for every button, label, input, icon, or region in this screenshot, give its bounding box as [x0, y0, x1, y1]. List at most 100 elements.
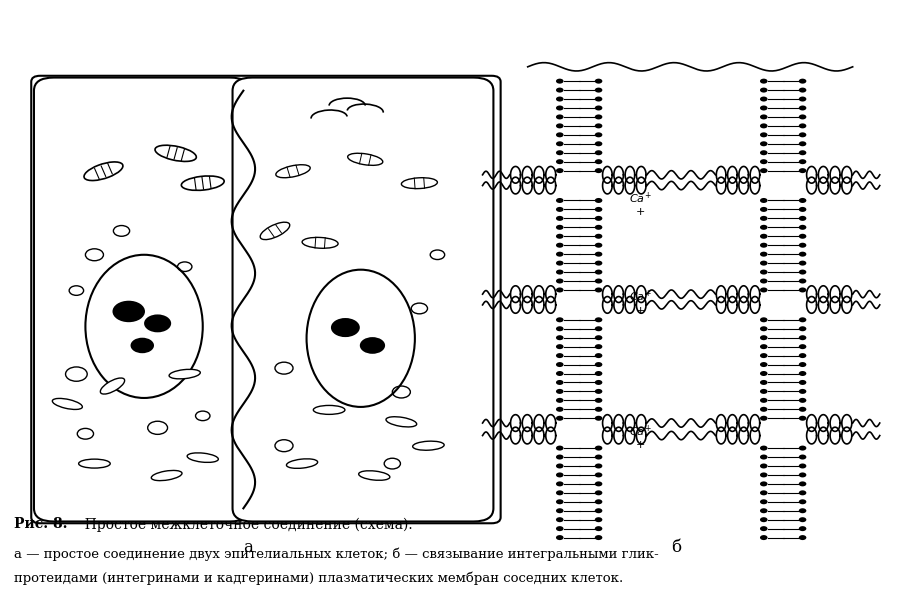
Circle shape — [760, 517, 768, 522]
Circle shape — [595, 243, 602, 247]
Circle shape — [760, 445, 768, 451]
Circle shape — [760, 380, 768, 385]
Text: $Ca^{+}$
+: $Ca^{+}$ + — [630, 289, 652, 316]
Circle shape — [799, 362, 806, 367]
Circle shape — [595, 508, 602, 513]
Circle shape — [799, 234, 806, 239]
Circle shape — [760, 287, 768, 292]
Ellipse shape — [100, 378, 125, 394]
Circle shape — [556, 159, 564, 164]
Circle shape — [799, 490, 806, 495]
Circle shape — [760, 150, 768, 155]
Circle shape — [760, 499, 768, 505]
Circle shape — [595, 287, 602, 292]
Ellipse shape — [359, 471, 390, 480]
Circle shape — [595, 150, 602, 155]
Circle shape — [556, 398, 564, 403]
Circle shape — [760, 362, 768, 367]
Circle shape — [595, 97, 602, 102]
Ellipse shape — [413, 441, 445, 450]
Circle shape — [556, 132, 564, 137]
Ellipse shape — [348, 153, 383, 165]
Circle shape — [556, 344, 564, 349]
Circle shape — [799, 114, 806, 119]
Circle shape — [799, 517, 806, 522]
Circle shape — [556, 88, 564, 93]
Circle shape — [556, 216, 564, 221]
Circle shape — [595, 88, 602, 93]
Circle shape — [556, 97, 564, 102]
Circle shape — [760, 79, 768, 83]
Circle shape — [556, 454, 564, 460]
Circle shape — [760, 353, 768, 358]
Ellipse shape — [151, 471, 182, 480]
Circle shape — [556, 463, 564, 468]
Circle shape — [799, 463, 806, 468]
Circle shape — [595, 389, 602, 394]
Circle shape — [556, 114, 564, 119]
Ellipse shape — [52, 399, 82, 410]
Circle shape — [799, 482, 806, 486]
Circle shape — [595, 407, 602, 412]
Circle shape — [556, 416, 564, 420]
Ellipse shape — [78, 459, 110, 468]
Circle shape — [595, 198, 602, 203]
Circle shape — [595, 317, 602, 322]
Circle shape — [595, 526, 602, 531]
Circle shape — [595, 326, 602, 332]
Circle shape — [556, 207, 564, 212]
Circle shape — [595, 398, 602, 403]
Circle shape — [556, 380, 564, 385]
Circle shape — [760, 123, 768, 128]
Ellipse shape — [187, 453, 219, 462]
Circle shape — [799, 508, 806, 513]
Circle shape — [799, 79, 806, 83]
Circle shape — [556, 526, 564, 531]
Circle shape — [595, 114, 602, 119]
Circle shape — [760, 482, 768, 486]
FancyBboxPatch shape — [31, 76, 501, 523]
Circle shape — [760, 389, 768, 394]
Circle shape — [331, 318, 360, 337]
Circle shape — [760, 407, 768, 412]
Circle shape — [595, 482, 602, 486]
Circle shape — [799, 159, 806, 164]
Text: а: а — [243, 538, 253, 555]
Circle shape — [799, 198, 806, 203]
Circle shape — [556, 517, 564, 522]
Ellipse shape — [386, 417, 416, 427]
Circle shape — [595, 123, 602, 128]
Circle shape — [799, 97, 806, 102]
Circle shape — [556, 362, 564, 367]
Circle shape — [595, 142, 602, 146]
Circle shape — [595, 353, 602, 358]
Ellipse shape — [313, 405, 345, 414]
Ellipse shape — [84, 162, 123, 180]
Circle shape — [799, 407, 806, 412]
Text: $Ca^{+}$
+: $Ca^{+}$ + — [630, 424, 652, 450]
Circle shape — [595, 473, 602, 477]
Circle shape — [595, 362, 602, 367]
Circle shape — [556, 225, 564, 230]
Circle shape — [760, 168, 768, 173]
Circle shape — [556, 198, 564, 203]
Circle shape — [595, 207, 602, 212]
Circle shape — [760, 398, 768, 403]
Ellipse shape — [169, 369, 200, 379]
Circle shape — [799, 225, 806, 230]
Circle shape — [799, 132, 806, 137]
Circle shape — [595, 252, 602, 257]
Circle shape — [595, 445, 602, 451]
Circle shape — [595, 517, 602, 522]
Circle shape — [760, 526, 768, 531]
Circle shape — [595, 225, 602, 230]
Circle shape — [595, 132, 602, 137]
Circle shape — [799, 371, 806, 376]
Circle shape — [595, 234, 602, 239]
Circle shape — [760, 371, 768, 376]
Circle shape — [760, 159, 768, 164]
Circle shape — [799, 398, 806, 403]
Circle shape — [799, 445, 806, 451]
Circle shape — [556, 490, 564, 495]
Circle shape — [595, 105, 602, 111]
